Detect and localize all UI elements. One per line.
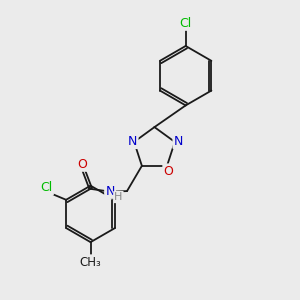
Text: N: N xyxy=(128,135,137,148)
Text: N: N xyxy=(105,184,115,198)
Text: O: O xyxy=(164,165,173,178)
Text: N: N xyxy=(174,135,183,148)
Text: H: H xyxy=(114,192,123,202)
Text: O: O xyxy=(77,158,87,170)
Text: CH₃: CH₃ xyxy=(80,256,101,268)
Text: Cl: Cl xyxy=(40,182,52,194)
Text: Cl: Cl xyxy=(179,16,192,30)
